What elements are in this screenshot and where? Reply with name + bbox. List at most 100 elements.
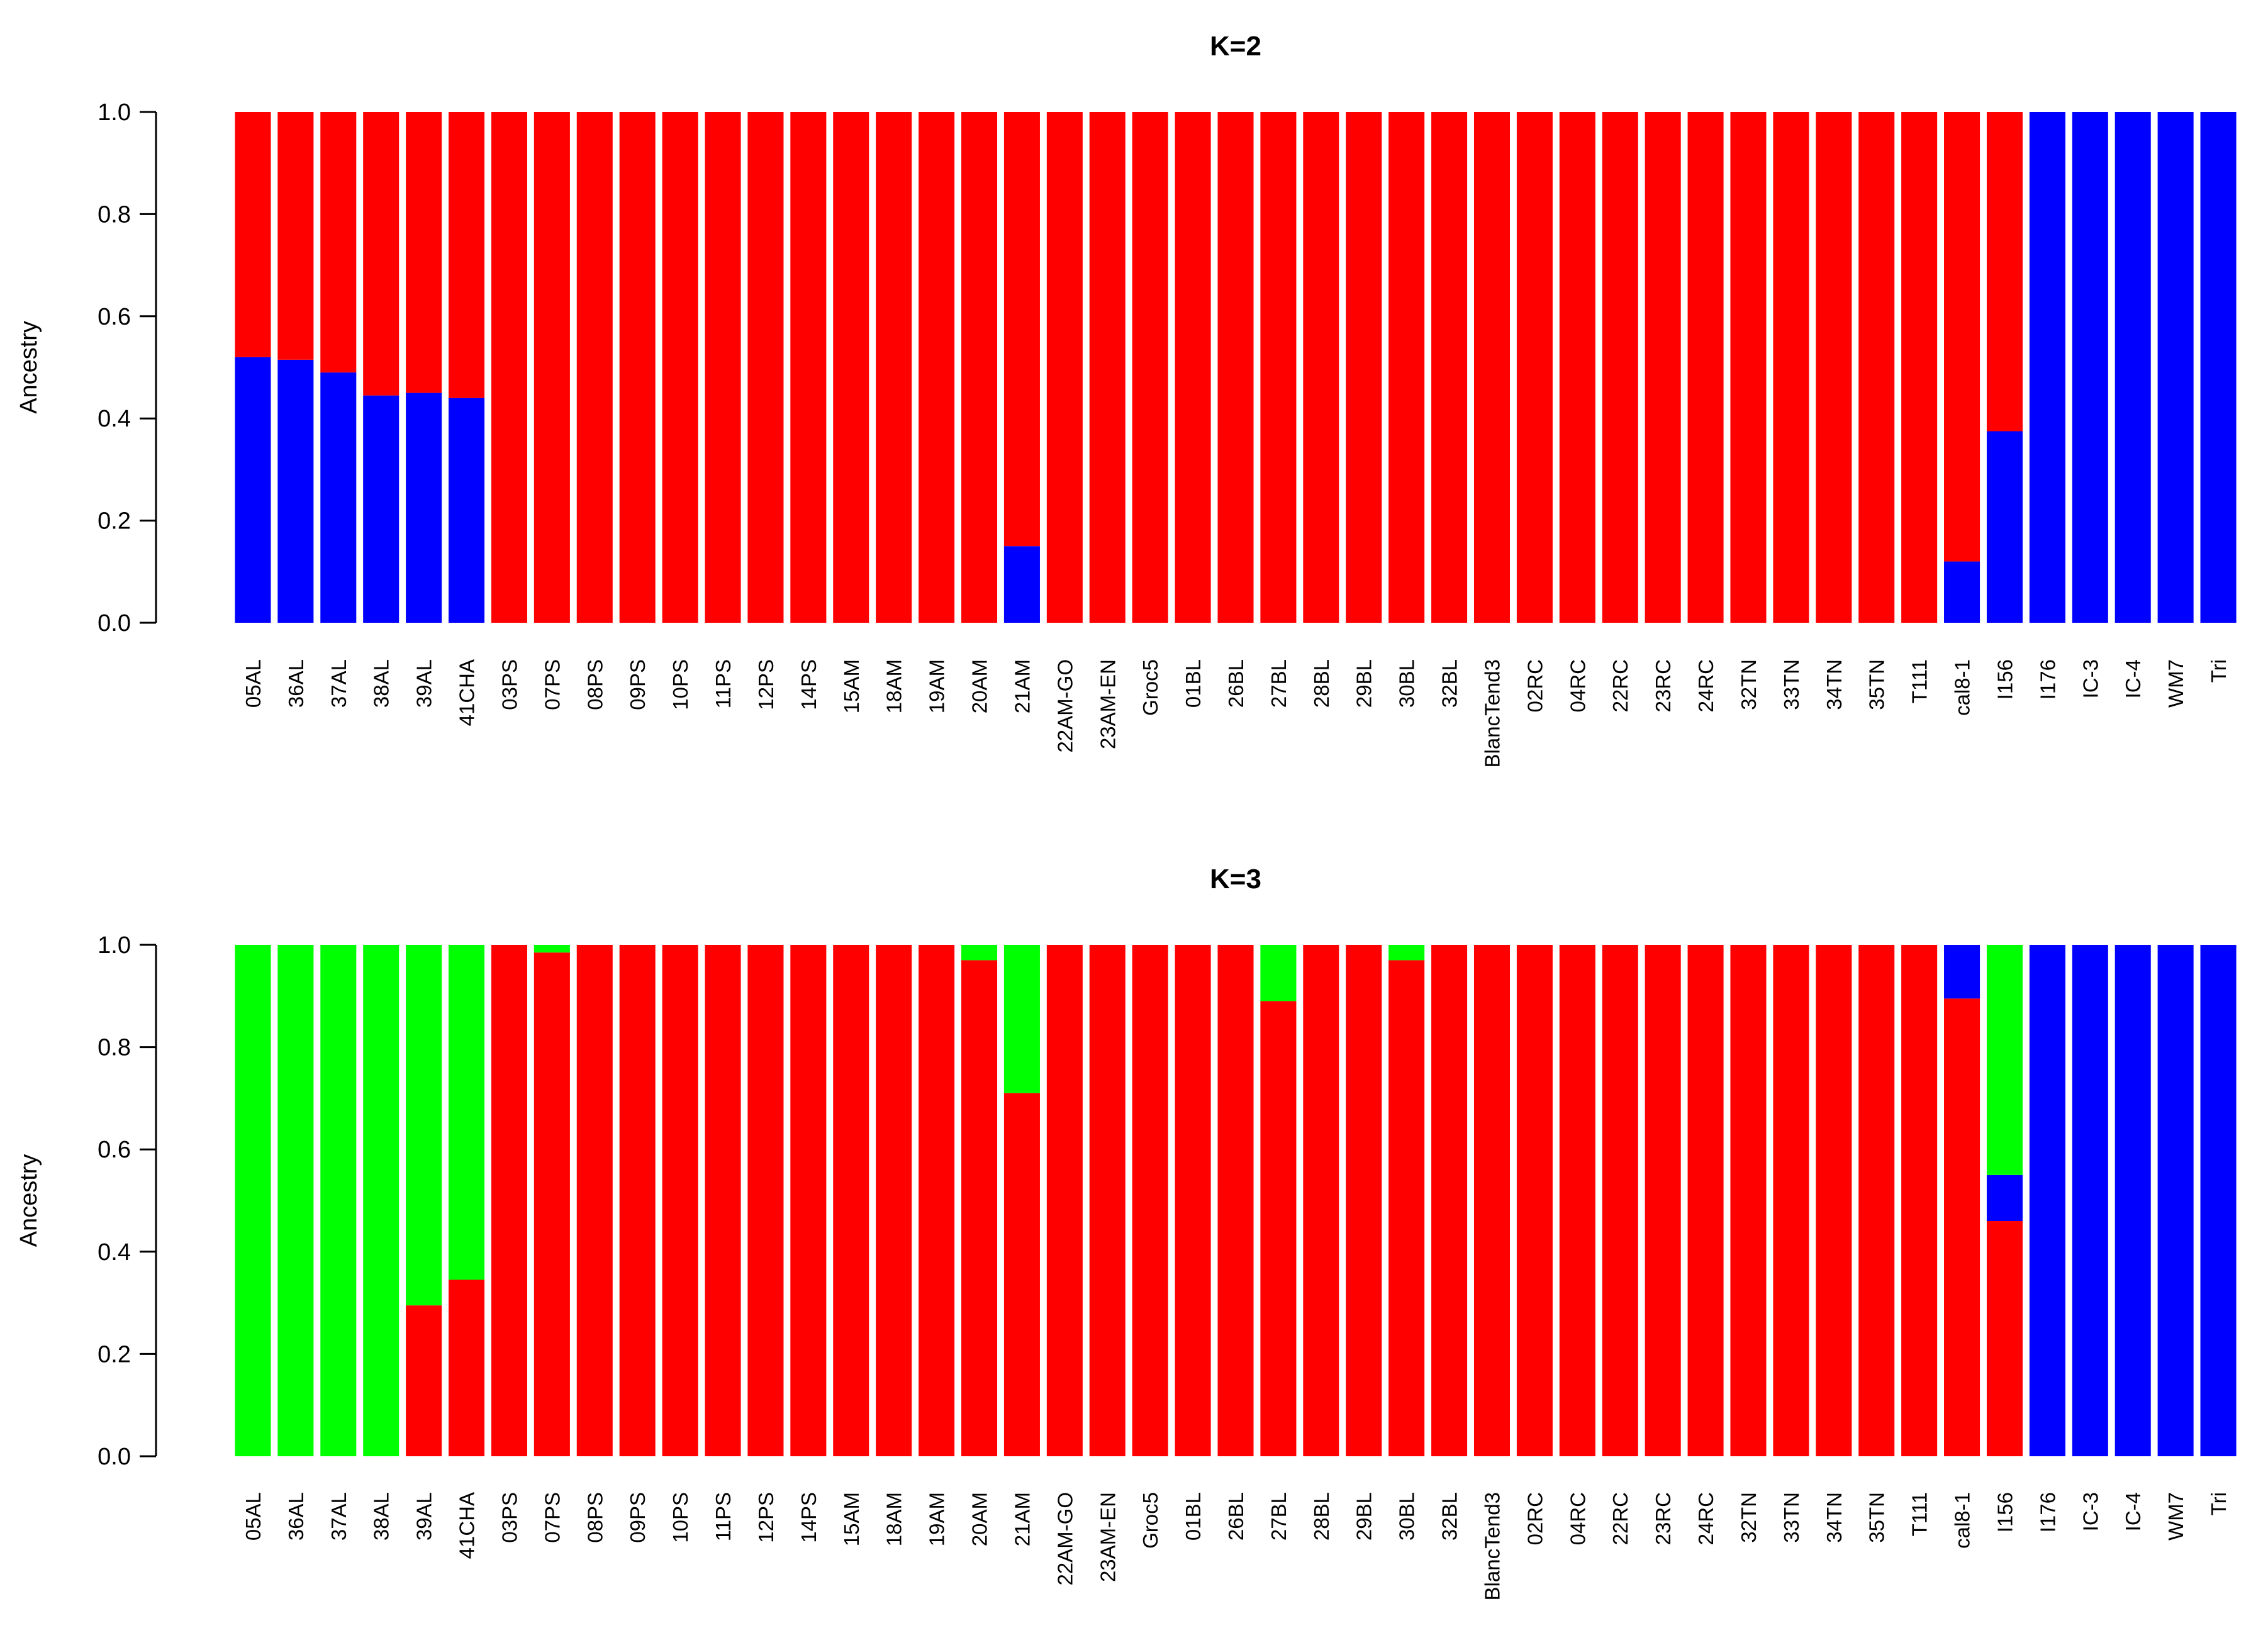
bar-segment-04rc: [1559, 945, 1595, 1456]
bar-segment-23am-en: [1089, 112, 1126, 623]
x-tick-label: 23RC: [1651, 1492, 1675, 1545]
bar-segment-09ps: [619, 945, 656, 1456]
bar-segment-29bl: [1346, 112, 1382, 623]
bar-segment-22am-go: [1046, 112, 1083, 623]
bar-segment-27bl: [1260, 112, 1297, 623]
x-tick-label: 27BL: [1267, 1492, 1290, 1541]
bar-segment-36al: [277, 359, 314, 623]
bar-segment-32bl: [1431, 945, 1468, 1456]
x-tick-label: 41CHA: [455, 1492, 479, 1559]
bar-segment-i176: [2029, 945, 2065, 1456]
x-tick-label: 32TN: [1737, 659, 1760, 710]
bar-segment-03ps: [491, 112, 527, 623]
x-tick-label: 23RC: [1651, 659, 1675, 712]
x-tick-label: Tri: [2207, 659, 2230, 683]
bar-segment-15am: [833, 945, 869, 1456]
x-tick-label: 18AM: [883, 659, 906, 713]
x-tick-label: 22AM-GO: [1053, 1492, 1076, 1586]
bar-segment-tri: [2200, 112, 2237, 623]
x-tick-label: 01BL: [1181, 1492, 1205, 1541]
bar-segment-23am-en: [1089, 945, 1126, 1456]
y-tick-label: 0.2: [98, 1341, 131, 1368]
x-tick-label: 23AM-EN: [1096, 1492, 1119, 1582]
chart-title: K=2: [1210, 31, 1261, 62]
x-tick-label: IC-3: [2079, 1492, 2102, 1531]
bar-segment-01bl: [1175, 945, 1211, 1456]
bar-segment-07ps: [533, 112, 570, 623]
bar-segment-09ps: [619, 112, 656, 623]
bar-segment-27bl: [1260, 945, 1297, 1001]
bar-segment-cal8-1: [1944, 945, 1980, 999]
bar-segment-26bl: [1217, 112, 1254, 623]
bar-segment-30bl: [1388, 945, 1425, 961]
x-tick-label: Tri: [2207, 1492, 2230, 1515]
x-tick-label: 05AL: [242, 659, 265, 708]
bar-segment-39al: [406, 1305, 442, 1456]
bar-segment-05al: [235, 357, 271, 623]
bar-segment-41cha: [449, 398, 485, 623]
x-tick-label: T111: [1908, 1492, 1931, 1536]
x-tick-label: 39AL: [413, 659, 436, 708]
x-tick-label: 09PS: [626, 1492, 649, 1543]
x-tick-label: 39AL: [413, 1492, 436, 1541]
bar-segment-37al: [320, 945, 357, 1456]
x-tick-label: 29BL: [1353, 659, 1376, 708]
bar-segment-blanctend3: [1473, 112, 1511, 623]
bar-segment-38al: [363, 395, 399, 623]
bar-segment-05al: [235, 945, 271, 1456]
bar-segment-26bl: [1217, 945, 1254, 1456]
x-tick-label: IC-4: [2121, 1492, 2145, 1531]
x-tick-label: Groc5: [1139, 659, 1162, 716]
x-tick-label: 11PS: [712, 1492, 735, 1541]
x-tick-label: 30BL: [1395, 1492, 1419, 1541]
bar-segment-ic-3: [2072, 945, 2108, 1456]
x-tick-label: 01BL: [1181, 659, 1205, 708]
bar-segment-15am: [833, 112, 869, 623]
x-tick-label: 20AM: [968, 659, 992, 713]
y-tick-label: 0.4: [98, 1239, 131, 1266]
y-tick-label: 1.0: [98, 99, 131, 126]
bar-segment-20am: [961, 112, 998, 623]
bar-segment-08ps: [576, 112, 613, 623]
x-tick-label: 35TN: [1865, 659, 1889, 710]
chart-panel-1: K=2 Ancestry 0.0 0.2 0.4 0.6 0.8 1.0 05AL 36AL 37A…: [16, 31, 2237, 767]
bar-segment-41cha: [449, 112, 485, 398]
x-tick-label: 35TN: [1865, 1492, 1889, 1543]
x-tick-label: WM7: [2164, 659, 2187, 708]
bar-segment-21am: [1003, 112, 1040, 547]
bar-segment-20am: [961, 945, 998, 961]
x-tick-label: 37AL: [327, 1492, 350, 1541]
bar-segment-34tn: [1816, 112, 1852, 623]
x-tick-label: 20AM: [968, 1492, 992, 1546]
x-tick-label: 12PS: [754, 1492, 778, 1543]
bar-segment-03ps: [491, 945, 527, 1456]
bar-segment-i156: [1986, 112, 2023, 432]
bar-segment-39al: [406, 393, 442, 623]
y-tick-label: 0.8: [98, 1035, 131, 1061]
bar-segment-34tn: [1816, 945, 1852, 1456]
y-tick-label: 0.4: [98, 406, 131, 432]
bar-segment-12ps: [747, 112, 784, 623]
bar-segment-02rc: [1516, 945, 1553, 1456]
x-tick-label: BlancTend3: [1480, 659, 1504, 767]
x-tick-label: 41CHA: [455, 659, 479, 726]
bar-segment-27bl: [1260, 1001, 1297, 1456]
x-tick-label: 29BL: [1353, 1492, 1376, 1541]
x-tick-label: I176: [2036, 659, 2059, 700]
chart-panel-2: K=3 Ancestry 0.0 0.2 0.4 0.6 0.8 1.0 05AL 36AL 37A…: [16, 864, 2237, 1600]
x-tick-label: cal8-1: [1951, 659, 1974, 716]
x-tick-label: 05AL: [242, 1492, 265, 1541]
x-tick-label: 09PS: [626, 659, 649, 710]
x-tick-label: 26BL: [1224, 659, 1248, 708]
x-tick-label: 36AL: [284, 659, 308, 708]
x-tick-label: 38AL: [370, 1492, 393, 1541]
bar-segment-21am: [1003, 1093, 1040, 1456]
y-axis-label: Ancestry: [16, 1154, 42, 1247]
bar-segment-18am: [876, 945, 912, 1456]
x-tick-label: 15AM: [840, 1492, 863, 1546]
bar-segment-18am: [876, 112, 912, 623]
bar-segment-cal8-1: [1944, 112, 1980, 562]
x-tick-label: 38AL: [370, 659, 393, 708]
x-tick-label: 22RC: [1609, 1492, 1632, 1545]
